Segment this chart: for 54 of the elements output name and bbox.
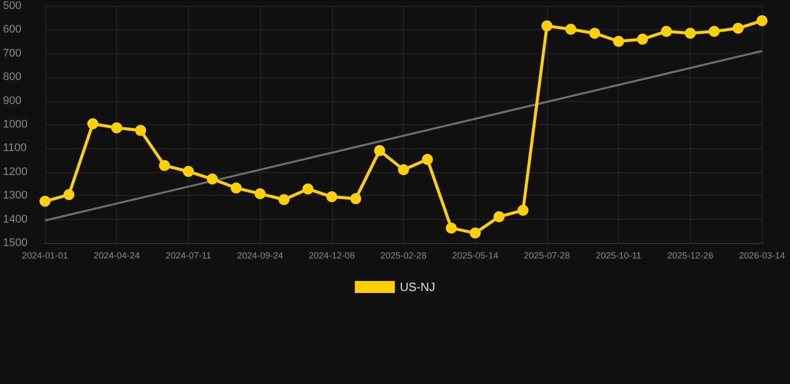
x-tick-label: 2025-05-14 (452, 250, 498, 260)
point (422, 154, 433, 165)
y-tick-label: 1200 (3, 166, 28, 178)
point (302, 183, 314, 194)
point (326, 191, 338, 202)
point (518, 204, 528, 216)
y-tick-label: 1300 (3, 190, 28, 202)
point (565, 24, 576, 35)
point (398, 164, 409, 176)
point (756, 15, 768, 26)
point (637, 34, 648, 45)
point (350, 193, 362, 204)
x-tick-label: 2024-07-11 (166, 250, 212, 260)
point (230, 182, 242, 194)
point (708, 26, 720, 37)
y-tick-label: 1500 (3, 237, 28, 249)
x-tick-label: 2025-12-26 (667, 250, 714, 260)
x-tick-label: 2024-01-01 (22, 250, 68, 260)
y-tick-label: 900 (3, 94, 22, 107)
point (470, 228, 481, 239)
y-tick-label: 700 (3, 47, 22, 60)
y-tick-label: 1400 (3, 213, 28, 226)
point (40, 196, 50, 207)
x-tick-label: 2025-10-11 (596, 250, 642, 260)
x-tick-label: 2024-12-08 (308, 250, 355, 260)
y-tick-label: 500 (3, 0, 22, 12)
point (660, 26, 672, 37)
point (182, 166, 194, 177)
point (684, 28, 696, 39)
point (732, 22, 744, 34)
point (87, 118, 98, 130)
x-tick-label: 2025-02-28 (380, 250, 427, 260)
y-tick-label: 600 (3, 24, 22, 36)
point (135, 124, 146, 136)
point (159, 160, 170, 171)
point (63, 189, 74, 200)
point (206, 174, 218, 185)
y-tick-label: 800 (3, 71, 22, 84)
point (541, 20, 552, 32)
y-tick-label: 1100 (3, 142, 27, 154)
point (254, 188, 266, 200)
x-tick-label: 2025-07-28 (524, 250, 570, 260)
legend-label: US-NJ (400, 280, 436, 294)
point (374, 145, 386, 156)
point (111, 122, 122, 134)
x-tick-label: 2026-03-14 (738, 250, 786, 260)
point (613, 36, 624, 47)
y-tick-label: 1000 (3, 118, 28, 130)
x-tick-label: 2024-09-24 (237, 250, 284, 260)
point (446, 222, 457, 234)
point (589, 28, 600, 39)
point (494, 211, 505, 222)
x-tick-label: 2024-04-24 (94, 250, 140, 260)
point (278, 194, 290, 206)
